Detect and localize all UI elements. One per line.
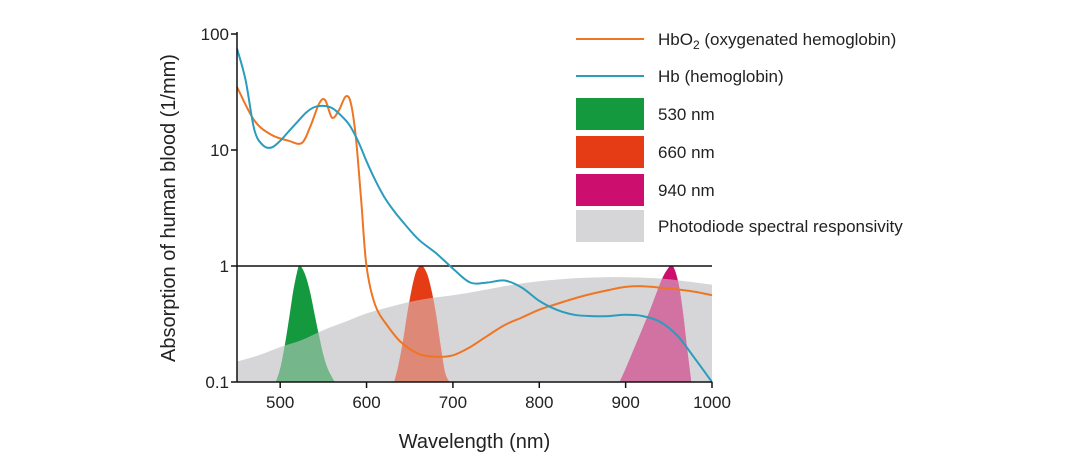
legend-label: Hb (hemoglobin): [658, 67, 784, 86]
x-tick-label: 800: [525, 393, 553, 412]
legend-label-main: HbO: [658, 30, 693, 49]
axes-layer: 0.1 1 10 100 500 600 700 800 900 1000 Wavelength (…: [158, 25, 731, 453]
band-overlap-660-nm: [394, 277, 450, 382]
y-tick-label: 100: [201, 25, 229, 44]
x-tick-label: 1000: [693, 393, 731, 412]
legend-label: 530 nm: [658, 105, 715, 124]
legend-swatch: [576, 98, 644, 130]
legend-item-940-nm: 940 nm: [576, 174, 715, 206]
legend-label-subscript: 2: [693, 38, 700, 52]
x-tick-label: 600: [352, 393, 380, 412]
legend-swatch: [576, 174, 644, 206]
legend-swatch: [576, 210, 644, 242]
photodiode-responsivity-area: [237, 277, 712, 382]
photodiode-area-layer: [237, 277, 712, 382]
legend-label: HbO2 (oxygenated hemoglobin): [658, 30, 896, 52]
line-hbo2-oxygenated-hemoglobin: [236, 86, 713, 358]
y-tick-label: 1: [220, 257, 229, 276]
legend-label-main: Hb (hemoglobin): [658, 67, 784, 86]
x-tick-label: 900: [611, 393, 639, 412]
legend-label-main: 660 nm: [658, 143, 715, 162]
x-tick-label: 500: [266, 393, 294, 412]
legend-item-photodiode-spectral-responsivity: Photodiode spectral responsivity: [576, 210, 903, 242]
legend-item-hbo2-oxygenated-hemoglobin: HbO2 (oxygenated hemoglobin): [576, 30, 896, 52]
legend-item-530-nm: 530 nm: [576, 98, 715, 130]
legend-item-660-nm: 660 nm: [576, 136, 715, 168]
x-tick-label: 700: [439, 393, 467, 412]
legend-item-hb-hemoglobin: Hb (hemoglobin): [576, 67, 784, 86]
absorption-lines-layer: [236, 48, 713, 383]
legend-label-main: 940 nm: [658, 181, 715, 200]
x-axis-title: Wavelength (nm): [399, 431, 551, 453]
line-hb-hemoglobin: [236, 48, 713, 383]
legend: HbO2 (oxygenated hemoglobin) Hb (hemoglob…: [576, 30, 903, 242]
legend-label: 940 nm: [658, 181, 715, 200]
legend-label: Photodiode spectral responsivity: [658, 217, 903, 236]
legend-label-rest: (oxygenated hemoglobin): [700, 30, 897, 49]
legend-swatch: [576, 136, 644, 168]
legend-label-main: 530 nm: [658, 105, 715, 124]
wavelength-bands-layer: [275, 265, 692, 382]
y-tick-label: 0.1: [205, 373, 229, 392]
y-tick-label: 10: [210, 141, 229, 160]
y-axis-title: Absorption of human blood (1/mm): [158, 54, 180, 362]
legend-label-main: Photodiode spectral responsivity: [658, 217, 903, 236]
legend-label: 660 nm: [658, 143, 715, 162]
band-overlap-940-nm: [619, 277, 692, 382]
